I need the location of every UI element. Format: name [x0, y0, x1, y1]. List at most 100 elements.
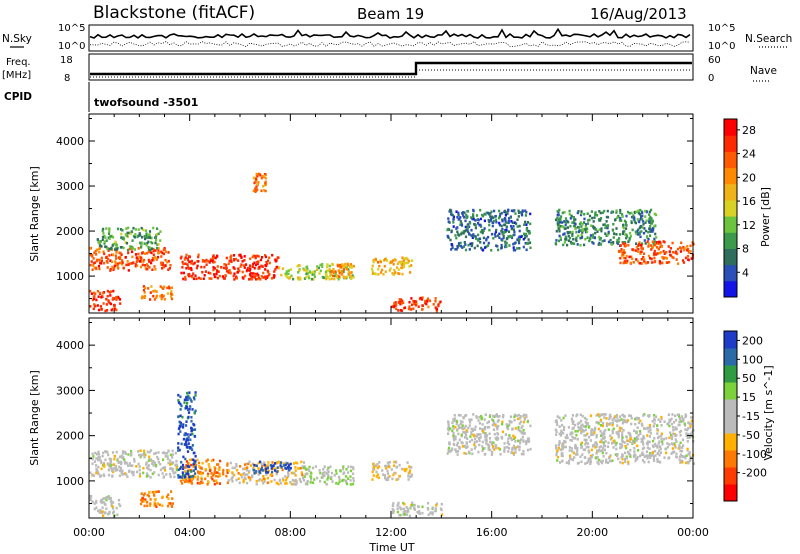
beam-title: Beam 19 — [357, 5, 424, 23]
data-cell — [129, 232, 132, 235]
data-cell — [214, 256, 217, 260]
data-cell — [586, 230, 589, 234]
data-cell — [165, 473, 168, 476]
data-cell — [567, 426, 570, 429]
data-cell — [428, 299, 432, 303]
data-cell — [240, 263, 243, 266]
data-cell — [96, 238, 99, 241]
data-cell — [615, 233, 618, 236]
data-cell — [144, 453, 147, 457]
data-cell — [192, 272, 195, 275]
data-cell — [635, 438, 638, 441]
data-cell — [289, 268, 292, 271]
data-cell — [617, 430, 620, 433]
data-cell — [657, 247, 660, 251]
data-cell — [586, 227, 589, 231]
data-cell — [646, 434, 649, 437]
data-cell — [556, 222, 560, 226]
data-cell — [105, 260, 108, 263]
data-cell — [596, 230, 599, 233]
data-cell — [132, 226, 135, 230]
data-cell — [319, 471, 322, 475]
data-cell — [488, 432, 491, 436]
data-cell — [204, 468, 207, 471]
freq-unit: [MHz] — [2, 70, 31, 81]
data-cell — [303, 475, 306, 478]
data-cell — [648, 227, 651, 230]
data-cell — [569, 454, 572, 458]
data-cell — [109, 466, 112, 469]
data-cell — [157, 451, 160, 454]
data-cell — [89, 498, 92, 501]
data-cell — [496, 427, 499, 431]
data-cell — [261, 479, 264, 482]
data-cell — [640, 230, 643, 233]
data-cell — [472, 209, 475, 213]
data-cell — [492, 237, 495, 240]
data-cell — [253, 261, 256, 265]
data-cell — [248, 477, 251, 481]
data-cell — [529, 246, 532, 250]
data-cell — [471, 242, 474, 245]
data-cell — [518, 229, 521, 233]
power-region — [140, 285, 174, 301]
data-cell — [504, 433, 508, 436]
data-cell — [255, 464, 258, 468]
data-cell — [522, 428, 525, 432]
data-cell — [682, 261, 685, 264]
data-cell — [201, 258, 204, 262]
data-cell — [514, 451, 517, 454]
data-cell — [491, 423, 494, 427]
data-cell — [522, 413, 526, 417]
data-cell — [376, 473, 379, 476]
data-cell — [109, 464, 112, 467]
data-cell — [630, 255, 633, 259]
data-cell — [562, 243, 565, 247]
data-cell — [311, 466, 315, 470]
data-cell — [316, 268, 319, 271]
data-cell — [190, 426, 193, 430]
data-cell — [101, 235, 105, 239]
data-cell — [160, 255, 163, 258]
data-cell — [299, 277, 302, 281]
data-cell — [372, 467, 375, 471]
data-cell — [675, 434, 678, 437]
data-cell — [289, 276, 292, 279]
data-cell — [275, 472, 278, 476]
data-cell — [271, 465, 274, 468]
data-cell — [649, 456, 652, 459]
data-cell — [461, 427, 464, 430]
colorbar-segment — [724, 216, 737, 233]
data-cell — [621, 254, 624, 257]
data-cell — [636, 456, 639, 459]
data-cell — [116, 295, 119, 299]
data-cell — [594, 228, 597, 231]
data-cell — [338, 275, 341, 278]
data-cell — [641, 217, 644, 221]
data-cell — [190, 259, 193, 263]
data-cell — [253, 181, 256, 185]
data-cell — [206, 474, 209, 478]
data-cell — [584, 228, 587, 231]
colorbar-segment — [724, 365, 737, 383]
data-cell — [195, 266, 198, 270]
data-cell — [132, 473, 135, 477]
data-cell — [402, 507, 405, 511]
data-cell — [635, 249, 638, 252]
data-cell — [327, 473, 330, 477]
data-cell — [121, 261, 124, 264]
data-cell — [502, 236, 505, 240]
data-cell — [685, 248, 689, 252]
data-cell — [138, 232, 141, 235]
data-cell — [560, 430, 563, 434]
data-cell — [622, 251, 625, 255]
data-cell — [615, 413, 618, 417]
data-cell — [253, 464, 256, 467]
data-cell — [102, 261, 106, 265]
data-cell — [633, 450, 636, 453]
x-tick-label: 00:00 — [73, 526, 105, 539]
data-cell — [477, 433, 480, 436]
data-cell — [281, 267, 285, 270]
data-cell — [455, 227, 458, 230]
data-cell — [186, 462, 190, 466]
